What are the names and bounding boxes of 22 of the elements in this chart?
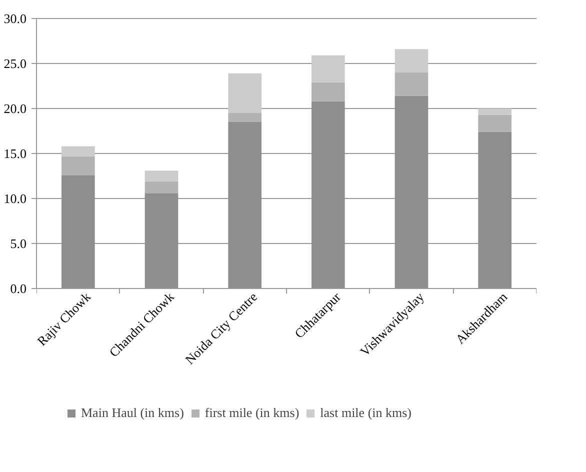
bar bbox=[394, 72, 428, 96]
bar bbox=[312, 82, 345, 102]
bar bbox=[478, 108, 512, 115]
bar bbox=[312, 55, 345, 82]
bar bbox=[62, 156, 95, 176]
bar bbox=[478, 114, 512, 132]
y-tick-label: 25.0 bbox=[4, 56, 26, 71]
y-tick-label: 15.0 bbox=[4, 146, 26, 161]
y-tick-label: 0.0 bbox=[10, 281, 26, 296]
legend-label: Main Haul (in kms) bbox=[81, 405, 184, 421]
bar bbox=[144, 170, 178, 182]
y-tick-label: 10.0 bbox=[4, 191, 26, 206]
legend-label: last mile (in kms) bbox=[320, 405, 412, 421]
y-tick-label: 30.0 bbox=[4, 11, 26, 26]
legend-label: first mile (in kms) bbox=[204, 405, 300, 421]
y-tick-label: 5.0 bbox=[10, 236, 26, 251]
y-tick-label: 20.0 bbox=[4, 101, 26, 116]
bar bbox=[394, 49, 428, 72]
bar bbox=[144, 181, 178, 194]
bar bbox=[228, 113, 262, 122]
bar bbox=[228, 73, 262, 113]
bar bbox=[62, 146, 95, 156]
